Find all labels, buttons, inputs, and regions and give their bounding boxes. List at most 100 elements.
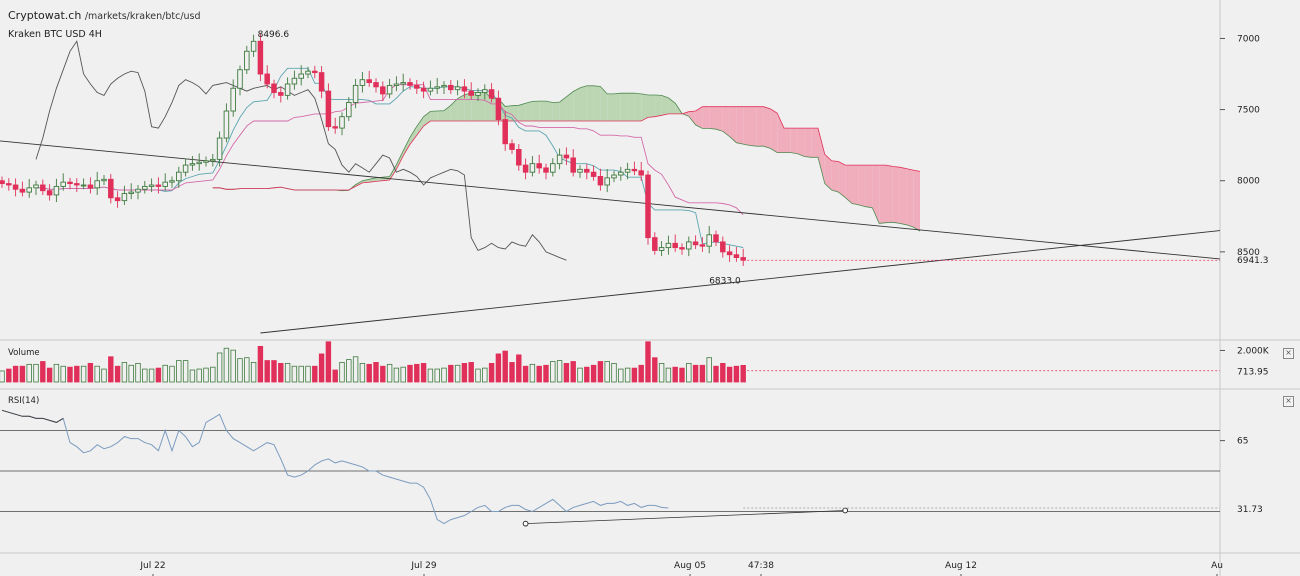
- candle-body: [604, 177, 610, 186]
- candle-body: [713, 234, 719, 243]
- candle-body: [461, 86, 468, 92]
- candle-body: [142, 185, 148, 190]
- ichimoku-cloud-segment: [784, 128, 791, 153]
- candle-body: [359, 79, 366, 86]
- candle-body: [196, 161, 202, 165]
- candle-body: [19, 188, 26, 193]
- volume-bar: [590, 364, 597, 383]
- candle-body: [182, 164, 189, 173]
- volume-bar: [298, 365, 304, 383]
- volume-bar: [414, 363, 420, 383]
- candle-body: [733, 254, 740, 259]
- volume-bar: [468, 362, 474, 383]
- ichimoku-cloud-segment: [654, 95, 662, 117]
- volume-bar: [26, 363, 32, 383]
- ichimoku-cloud-segment: [831, 160, 839, 193]
- candle-body: [529, 163, 536, 173]
- volume-bar: [516, 354, 522, 383]
- volume-bar: [563, 362, 570, 383]
- candle-body: [346, 102, 352, 118]
- rsi-last-label: 31.73: [1237, 505, 1263, 515]
- time-tick-label: Aug 12: [945, 561, 977, 571]
- candle-body: [230, 87, 236, 112]
- volume-bar: [203, 367, 209, 383]
- ichimoku-cloud-segment: [410, 126, 417, 145]
- candle-body: [12, 184, 19, 190]
- volume-bar: [624, 367, 631, 383]
- volume-bar: [502, 350, 508, 383]
- ichimoku-cloud-segment: [532, 101, 540, 121]
- time-tick-label: Au: [1211, 561, 1223, 571]
- ichimoku-cloud-segment: [804, 128, 812, 158]
- candle-body: [658, 247, 665, 251]
- volume-close-icon[interactable]: ×: [1283, 348, 1294, 359]
- ichimoku-cloud-segment: [416, 116, 424, 136]
- volume-bar: [665, 367, 672, 383]
- candle-body: [60, 181, 66, 187]
- ichimoku-cloud-segment: [777, 113, 784, 153]
- candle-body: [87, 184, 94, 189]
- candle-body: [400, 82, 406, 85]
- descending-trendline: [0, 140, 1221, 260]
- volume-bar: [434, 368, 440, 383]
- volume-bar: [618, 368, 624, 383]
- candle-body: [522, 164, 529, 173]
- candle-body: [495, 97, 502, 120]
- candle-body: [114, 197, 121, 202]
- volume-bar: [488, 362, 495, 383]
- volume-bar: [74, 365, 80, 383]
- volume-bar: [264, 360, 270, 383]
- candle-body: [441, 84, 447, 88]
- volume-bar: [237, 358, 243, 383]
- candle-body: [366, 79, 372, 84]
- volume-bar: [332, 369, 338, 383]
- ichimoku-cloud-segment: [471, 92, 478, 121]
- rsi-panel-title: RSI(14): [8, 396, 40, 406]
- candle-body: [101, 178, 107, 182]
- ichimoku-cloud-segment: [546, 101, 553, 121]
- candle-body: [135, 188, 141, 193]
- ichimoku-cloud-segment: [818, 128, 825, 184]
- volume-bar: [400, 366, 406, 383]
- candle-body: [291, 77, 298, 85]
- volume-bar: [162, 364, 168, 383]
- ichimoku-cloud-segment: [593, 85, 601, 121]
- candle-body: [475, 92, 481, 96]
- candle-body: [645, 174, 651, 239]
- time-tick-label: Jul 22: [139, 561, 165, 571]
- volume-bar: [135, 362, 141, 383]
- candle-body: [516, 148, 522, 166]
- senkou-span-b-line: [212, 106, 921, 191]
- volume-bar: [475, 368, 481, 383]
- ichimoku-cloud-segment: [858, 165, 866, 207]
- candle-body: [94, 180, 100, 189]
- volume-bar: [339, 362, 345, 383]
- rsi-close-icon[interactable]: ×: [1283, 396, 1294, 407]
- candle-body: [570, 157, 576, 173]
- volume-bar: [393, 367, 400, 383]
- candle-body: [543, 167, 549, 173]
- ichimoku-cloud-segment: [586, 85, 594, 121]
- ichimoku-cloud-segment: [736, 106, 744, 145]
- ichimoku-cloud-segment: [695, 106, 703, 129]
- volume-bar: [87, 362, 94, 383]
- candle-body: [74, 183, 80, 186]
- candle-body: [305, 70, 311, 75]
- ichimoku-cloud-segment: [811, 128, 818, 158]
- candle-body: [692, 241, 699, 246]
- volume-bar: [570, 361, 576, 383]
- candle-body: [686, 241, 692, 250]
- candle-body: [298, 73, 304, 79]
- ichimoku-cloud-segment: [464, 92, 472, 121]
- candle-body: [373, 82, 379, 88]
- candle-body: [278, 92, 284, 96]
- candle-body: [652, 237, 658, 251]
- volume-bar: [366, 363, 372, 383]
- ichimoku-cloud-segment: [607, 93, 614, 121]
- candle-body: [563, 154, 570, 159]
- candle-body: [726, 251, 733, 256]
- ichimoku-cloud-segment: [845, 165, 852, 204]
- last-price-label: 6941.3: [1237, 256, 1269, 266]
- volume-bar: [495, 353, 502, 383]
